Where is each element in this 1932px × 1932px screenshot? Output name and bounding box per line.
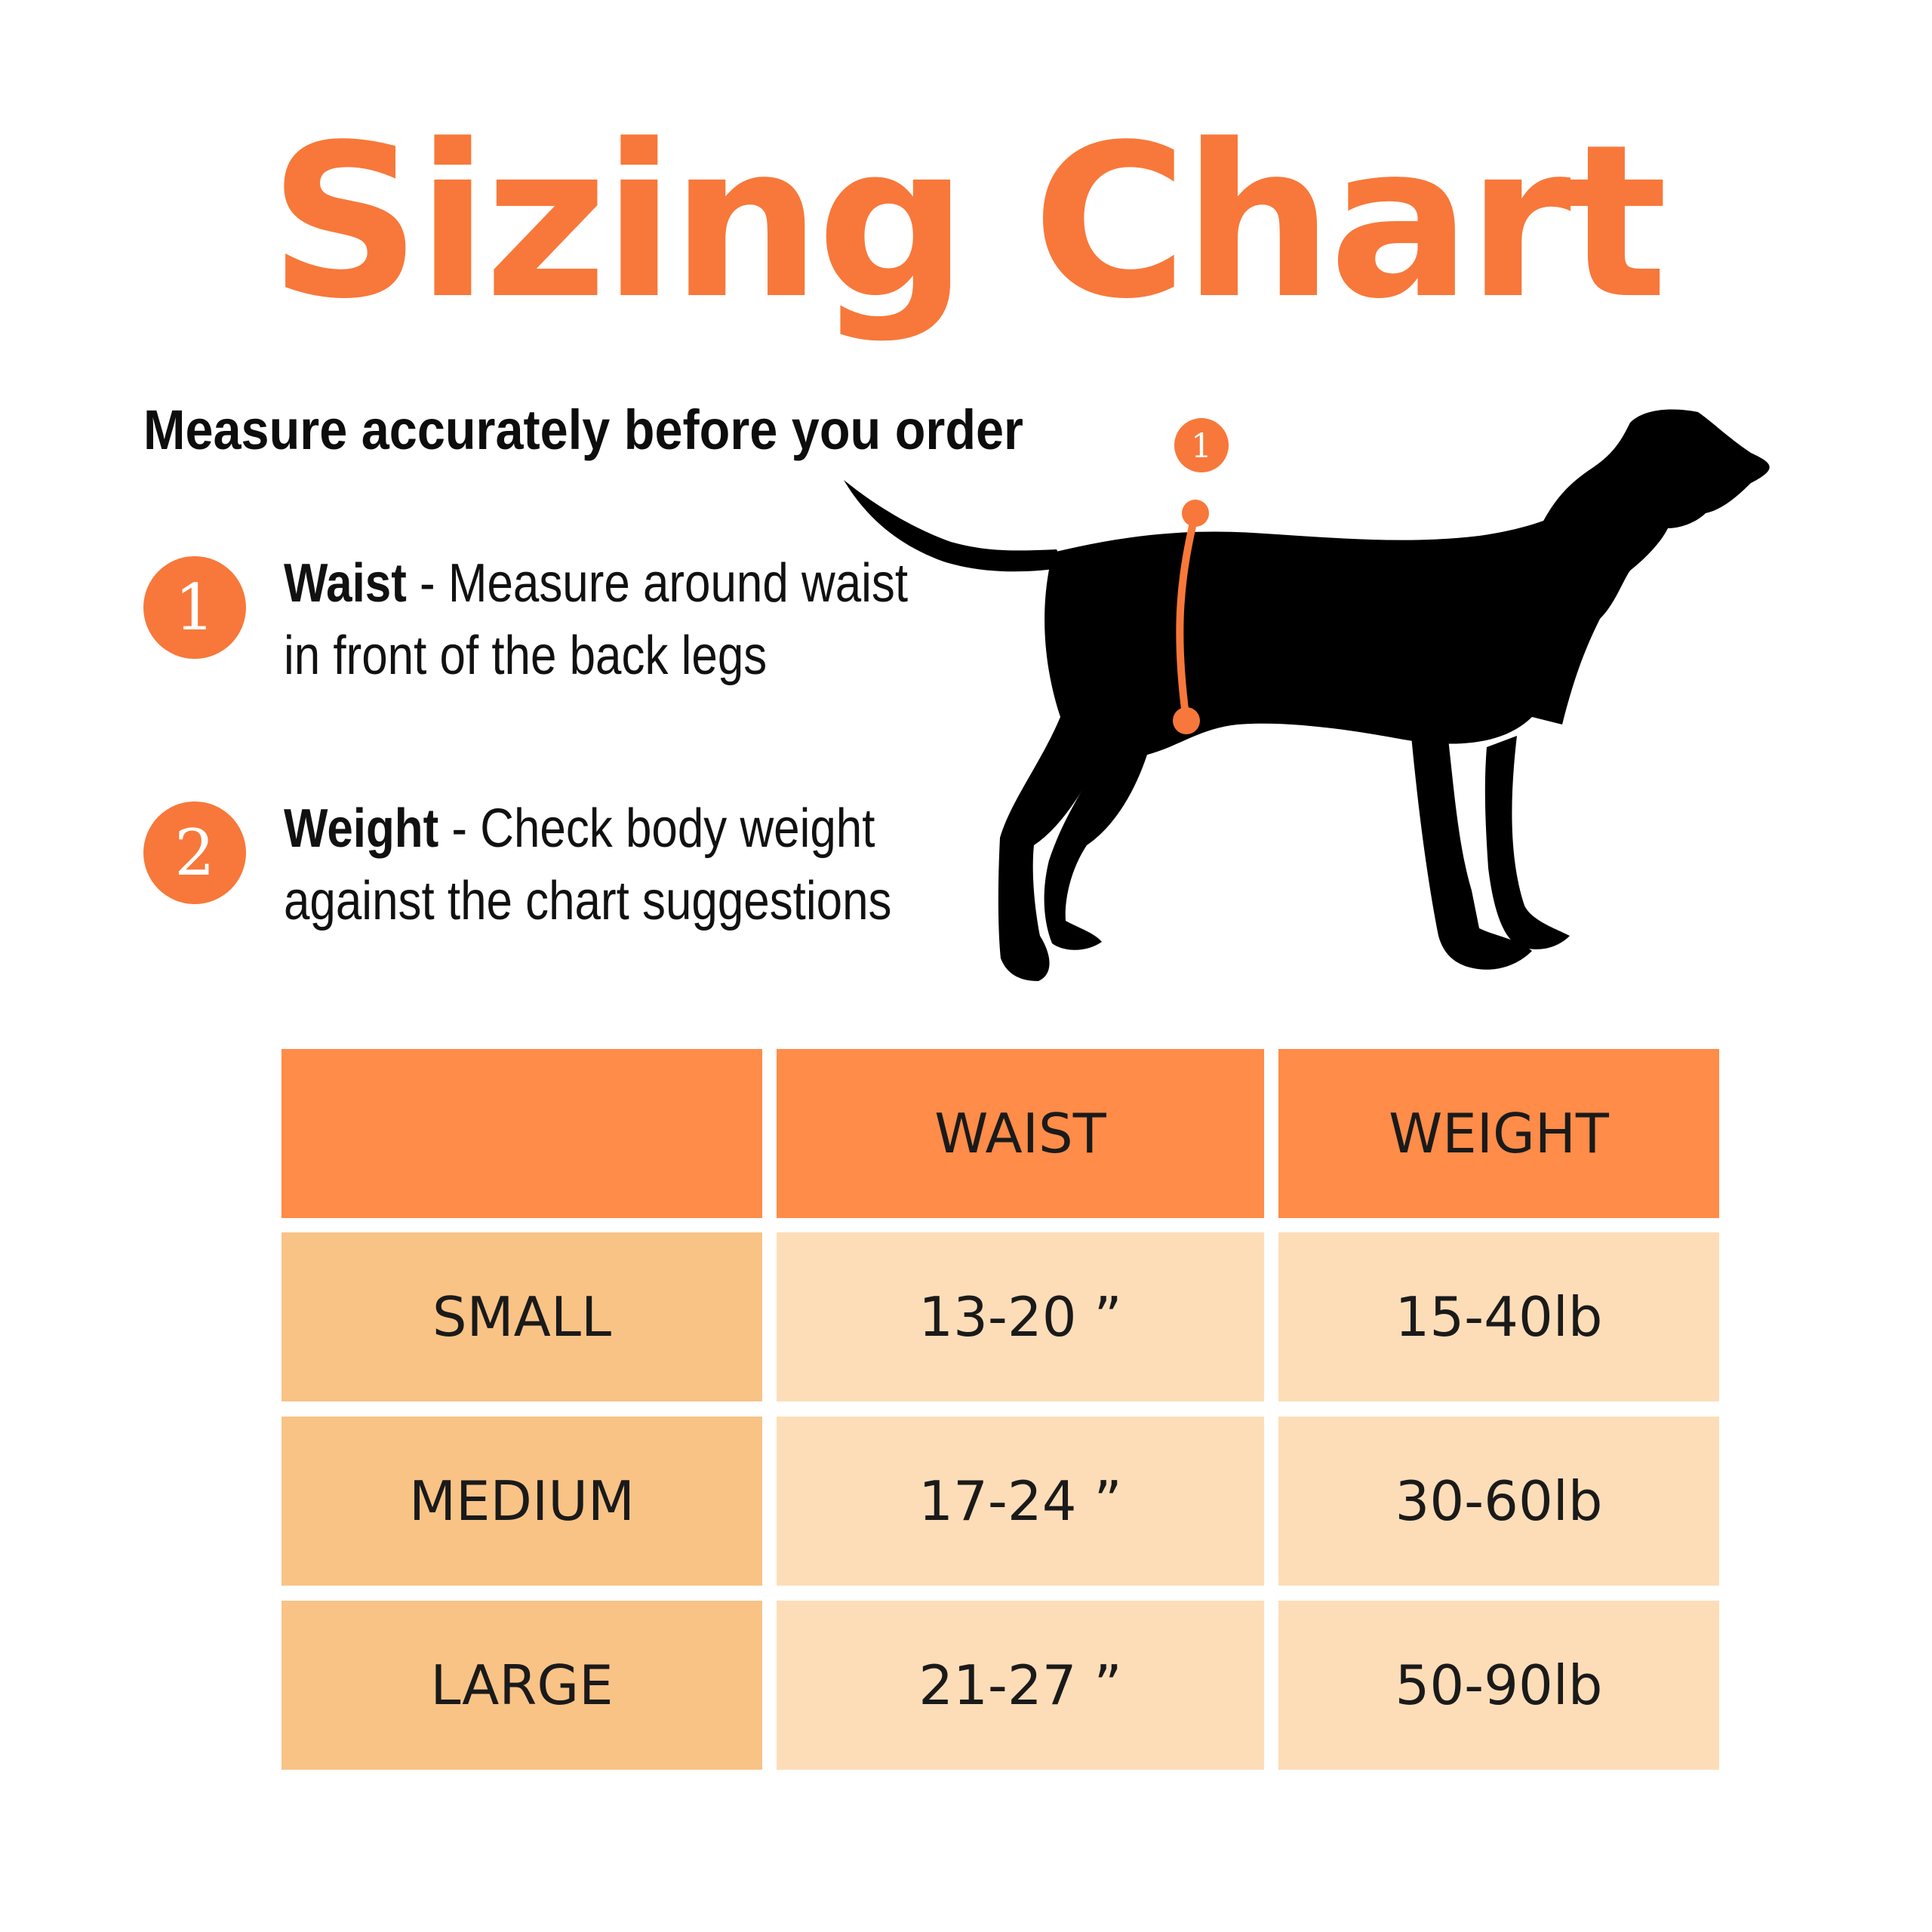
step-line-2: against the chart suggestions	[284, 871, 892, 931]
step-label: Weight	[284, 798, 439, 859]
row-label-medium: MEDIUM	[281, 1417, 762, 1586]
waist-marker-bottom-dot	[1173, 707, 1200, 734]
step-line-1: Check body weight	[480, 798, 875, 859]
step-description: Weight - Check body weight against the c…	[284, 792, 998, 937]
row-label-small: SMALL	[281, 1232, 762, 1401]
waist-measure-marker: 1	[1173, 418, 1229, 734]
subtitle: Measure accurately before you order	[143, 398, 1023, 461]
page-title: Sizing Chart	[269, 100, 1668, 346]
waist-marker-top-dot	[1182, 500, 1209, 527]
table-header-weight: WEIGHT	[1278, 1049, 1719, 1218]
step-separator: -	[406, 553, 448, 614]
dog-silhouette-icon	[844, 409, 1770, 981]
step-description: Waist - Measure around waist in front of…	[284, 547, 998, 692]
waist-measure-line	[1176, 509, 1199, 724]
row-label-large: LARGE	[281, 1601, 762, 1770]
table-header-empty	[281, 1049, 762, 1218]
size-table: WAIST WEIGHT SMALL 13-20 ” 15-40lb MEDIU…	[281, 1049, 1719, 1772]
waist-marker-number: 1	[1191, 427, 1212, 466]
cell-medium-waist: 17-24 ”	[777, 1417, 1264, 1586]
step-number-badge: 1	[143, 556, 246, 659]
cell-large-weight: 50-90lb	[1278, 1601, 1719, 1770]
step-label: Waist	[284, 553, 407, 614]
step-separator: -	[438, 798, 481, 859]
step-line-2: in front of the back legs	[284, 626, 768, 686]
dog-silhouette-illustration: 1	[844, 409, 1770, 981]
table-header-waist: WAIST	[777, 1049, 1264, 1218]
cell-medium-weight: 30-60lb	[1278, 1417, 1719, 1586]
step-line-1: Measure around waist	[448, 553, 909, 614]
cell-small-waist: 13-20 ”	[777, 1232, 1264, 1401]
step-waist: 1 Waist - Measure around waist in front …	[143, 547, 974, 713]
waist-marker-badge	[1174, 418, 1229, 472]
cell-large-waist: 21-27 ”	[777, 1601, 1264, 1770]
cell-small-weight: 15-40lb	[1278, 1232, 1719, 1401]
step-number-badge: 2	[143, 801, 246, 904]
step-weight: 2 Weight - Check body weight against the…	[143, 792, 974, 958]
